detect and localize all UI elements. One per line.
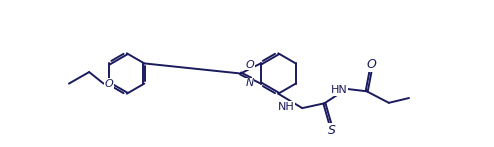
Text: HN: HN [331,85,348,95]
Text: O: O [367,58,376,71]
Text: O: O [104,79,113,89]
Text: N: N [246,78,254,88]
Text: NH: NH [278,102,295,112]
Text: O: O [246,60,254,70]
Text: S: S [328,124,335,137]
